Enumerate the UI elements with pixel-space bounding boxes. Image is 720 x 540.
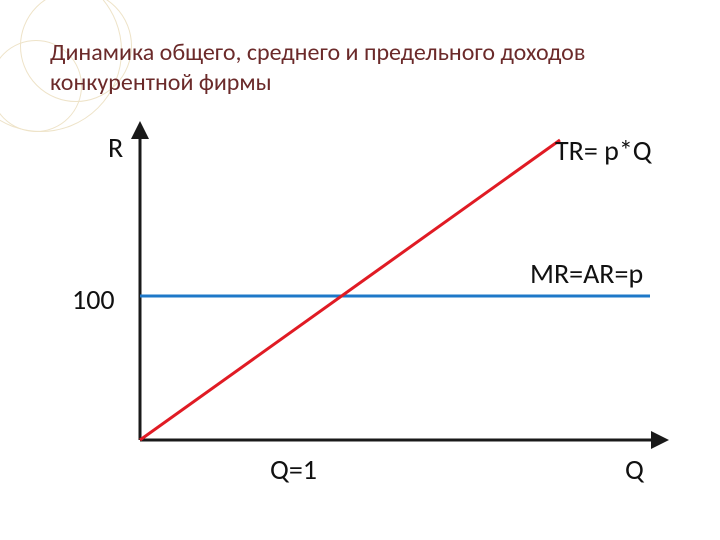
x-axis-label: Q bbox=[625, 452, 644, 487]
y-tick-100: 100 bbox=[72, 282, 115, 317]
y-axis-label: R bbox=[108, 130, 123, 165]
mr-line-label: MR=AR=p bbox=[530, 256, 643, 291]
tr-line bbox=[140, 140, 560, 440]
x-tick-q1: Q=1 bbox=[270, 452, 317, 487]
tr-line-label: TR= p*Q bbox=[555, 133, 652, 168]
